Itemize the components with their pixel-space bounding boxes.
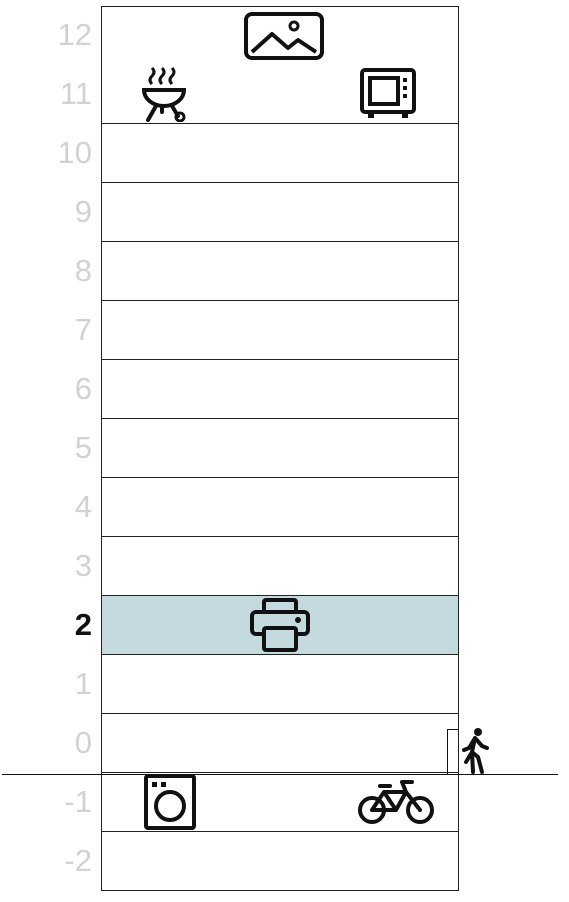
floor-11[interactable] bbox=[101, 65, 459, 124]
bicycle-icon bbox=[358, 780, 434, 824]
printer-icon bbox=[250, 598, 310, 652]
floor-label: 6 bbox=[74, 371, 92, 406]
floor-label: 5 bbox=[74, 430, 92, 465]
floor-1[interactable] bbox=[101, 655, 459, 714]
floor-label: -1 bbox=[64, 784, 92, 819]
floor-label: 12 bbox=[57, 17, 92, 52]
floor-label: -2 bbox=[64, 843, 92, 878]
floor-label: 4 bbox=[74, 489, 92, 524]
floor-6[interactable] bbox=[101, 360, 459, 419]
floor-label: 10 bbox=[57, 135, 92, 170]
floor-7[interactable] bbox=[101, 301, 459, 360]
floor-label: 8 bbox=[74, 253, 92, 288]
entrance-door bbox=[447, 729, 459, 774]
floor-12[interactable] bbox=[101, 6, 459, 66]
floor-9[interactable] bbox=[101, 183, 459, 242]
floor-label: 1 bbox=[74, 666, 92, 701]
floor--1[interactable] bbox=[101, 773, 459, 832]
floor-0[interactable] bbox=[101, 714, 459, 773]
floor-3[interactable] bbox=[101, 537, 459, 596]
washing-machine-icon bbox=[144, 774, 196, 830]
floor-10[interactable] bbox=[101, 124, 459, 183]
floor-4[interactable] bbox=[101, 478, 459, 537]
floor-2[interactable] bbox=[101, 596, 459, 655]
ground-line bbox=[2, 774, 558, 775]
floor-label: 7 bbox=[74, 312, 92, 347]
walking-person-icon bbox=[462, 728, 489, 774]
floor-5[interactable] bbox=[101, 419, 459, 478]
floor--2[interactable] bbox=[101, 832, 459, 891]
floor-label: 3 bbox=[74, 548, 92, 583]
building bbox=[101, 6, 459, 893]
floor-label: 11 bbox=[59, 76, 92, 111]
grill-icon bbox=[141, 66, 187, 122]
image-icon bbox=[244, 12, 324, 60]
floor-label: 2 bbox=[74, 607, 92, 642]
floor-label: 0 bbox=[74, 725, 92, 760]
microwave-icon bbox=[360, 68, 416, 118]
floor-8[interactable] bbox=[101, 242, 459, 301]
floor-label: 9 bbox=[74, 194, 92, 229]
